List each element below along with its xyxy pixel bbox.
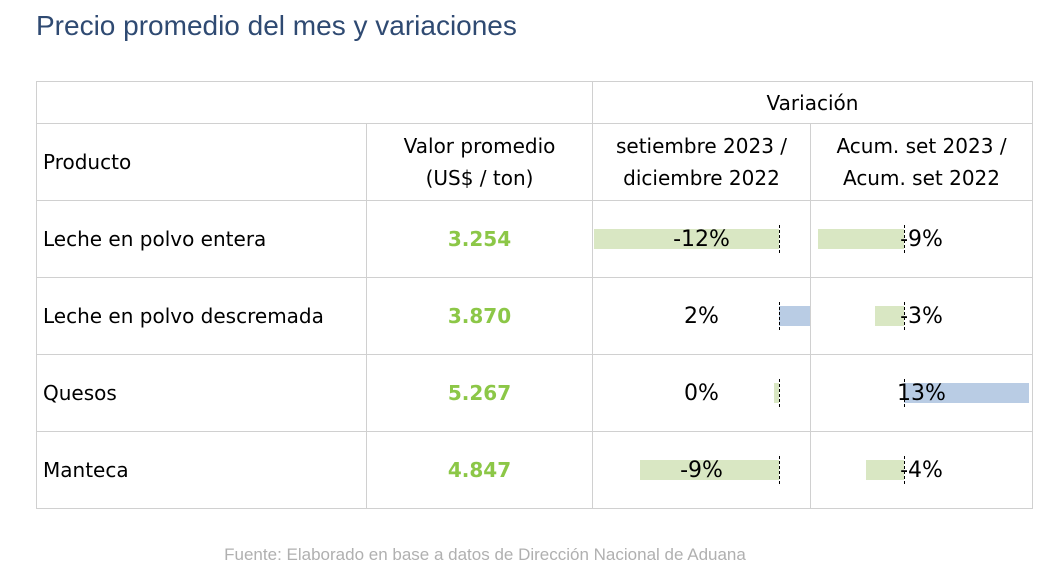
table-row: Manteca 4.847 -9% -4%	[36, 431, 1033, 509]
product-name: Manteca	[36, 431, 367, 509]
var-acum-axis-line	[904, 225, 905, 253]
var-acum-bar	[865, 460, 904, 480]
average-value: 4.847	[366, 431, 593, 509]
var-acum-axis-line	[904, 456, 905, 484]
var-acum-label: -9%	[900, 226, 943, 252]
var-mes-bar	[779, 306, 810, 326]
product-name: Leche en polvo entera	[36, 200, 367, 278]
average-value: 3.870	[366, 277, 593, 355]
var-mes-bar	[774, 383, 779, 403]
var-acum-cell: -3%	[810, 277, 1033, 355]
product-name: Quesos	[36, 354, 367, 432]
var-acum-axis-line	[904, 302, 905, 330]
var-mes-header-line1: setiembre 2023 /	[615, 134, 788, 158]
var-acum-cell: -9%	[810, 200, 1033, 278]
valor-header-line2: (US$ / ton)	[425, 166, 534, 190]
producto-header: Producto	[36, 123, 367, 201]
var-mes-label: -12%	[673, 226, 730, 252]
var-acum-label: -3%	[900, 303, 943, 329]
var-acum-cell: -4%	[810, 431, 1033, 509]
var-mes-axis-line	[779, 379, 780, 407]
var-acum-cell: 13%	[810, 354, 1033, 432]
table-row: Leche en polvo descremada 3.870 2% -3%	[36, 277, 1033, 355]
var-acum-header: Acum. set 2023 / Acum. set 2022	[810, 123, 1033, 201]
empty-header-cell	[36, 81, 593, 124]
valor-promedio-header: Valor promedio (US$ / ton)	[366, 123, 593, 201]
var-mes-cell: 2%	[592, 277, 811, 355]
var-mes-cell: -12%	[592, 200, 811, 278]
variacion-header: Variación	[592, 81, 1033, 124]
var-mes-label: -9%	[680, 457, 723, 483]
table-row: Leche en polvo entera 3.254 -12% -9%	[36, 200, 1033, 278]
var-mes-axis-line	[779, 225, 780, 253]
var-mes-header: setiembre 2023 / diciembre 2022	[592, 123, 811, 201]
var-mes-label: 2%	[684, 303, 719, 329]
var-mes-axis-line	[779, 302, 780, 330]
var-mes-cell: -9%	[592, 431, 811, 509]
average-value: 5.267	[366, 354, 593, 432]
column-headers: Producto Valor promedio (US$ / ton) seti…	[36, 123, 1033, 201]
table-row: Quesos 5.267 0% 13%	[36, 354, 1033, 432]
prices-table: Variación Producto Valor promedio (US$ /…	[36, 81, 1033, 509]
var-acum-label: 13%	[897, 380, 946, 406]
average-value: 3.254	[366, 200, 593, 278]
var-mes-header-line2: diciembre 2022	[623, 166, 780, 190]
product-name: Leche en polvo descremada	[36, 277, 367, 355]
source-note: Fuente: Elaborado en base a datos de Dir…	[224, 545, 746, 564]
var-mes-axis-line	[779, 456, 780, 484]
var-acum-bar	[904, 383, 1029, 403]
valor-header-line1: Valor promedio	[403, 134, 556, 158]
var-acum-axis-line	[904, 379, 905, 407]
page-title: Precio promedio del mes y variaciones	[36, 10, 517, 41]
var-mes-bar	[640, 460, 779, 480]
var-mes-label: 0%	[684, 380, 719, 406]
var-mes-cell: 0%	[592, 354, 811, 432]
var-acum-bar	[817, 229, 904, 249]
var-mes-bar	[594, 229, 779, 249]
var-acum-header-line2: Acum. set 2022	[842, 166, 1001, 190]
var-acum-bar	[875, 306, 904, 326]
var-acum-header-line1: Acum. set 2023 /	[836, 134, 1007, 158]
var-acum-label: -4%	[900, 457, 943, 483]
